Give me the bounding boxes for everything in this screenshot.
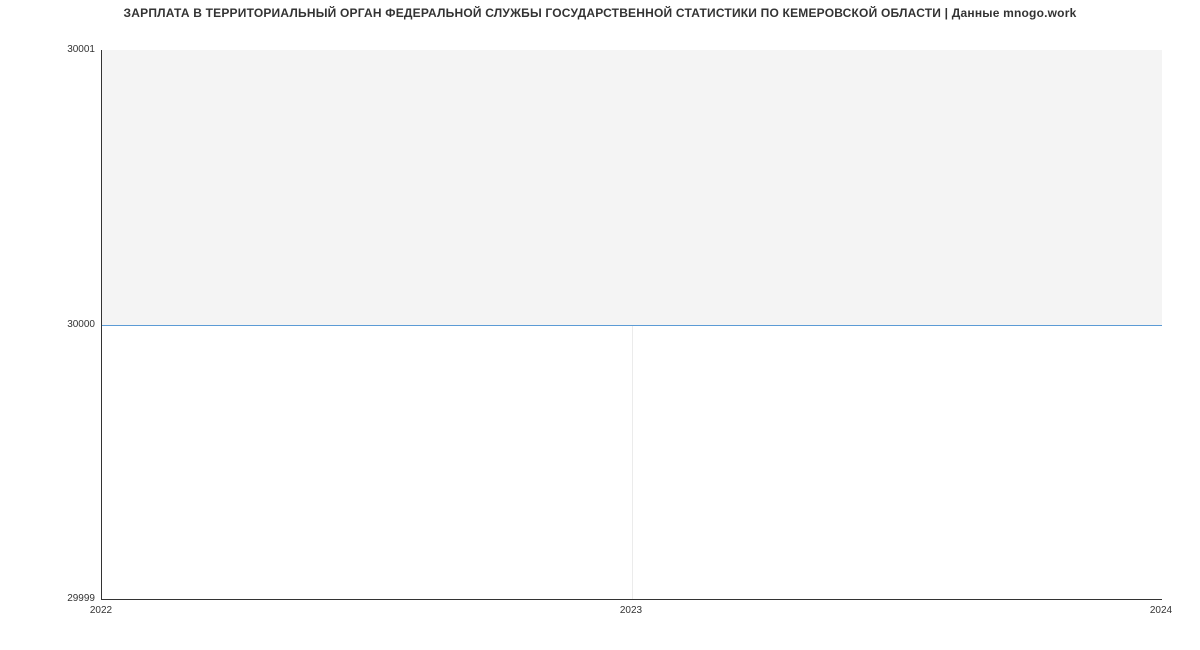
x-tick-label: 2024 — [1150, 605, 1172, 616]
y-tick-label: 29999 — [0, 593, 95, 604]
y-tick-label: 30001 — [0, 44, 95, 55]
data-line — [102, 325, 1162, 326]
salary-chart: ЗАРПЛАТА В ТЕРРИТОРИАЛЬНЫЙ ОРГАН ФЕДЕРАЛ… — [0, 0, 1200, 650]
plot-area — [101, 50, 1162, 600]
area-fill — [102, 50, 1162, 325]
y-tick-label: 30000 — [0, 319, 95, 330]
x-tick-label: 2022 — [90, 605, 112, 616]
x-tick-label: 2023 — [620, 605, 642, 616]
chart-title: ЗАРПЛАТА В ТЕРРИТОРИАЛЬНЫЙ ОРГАН ФЕДЕРАЛ… — [0, 6, 1200, 20]
